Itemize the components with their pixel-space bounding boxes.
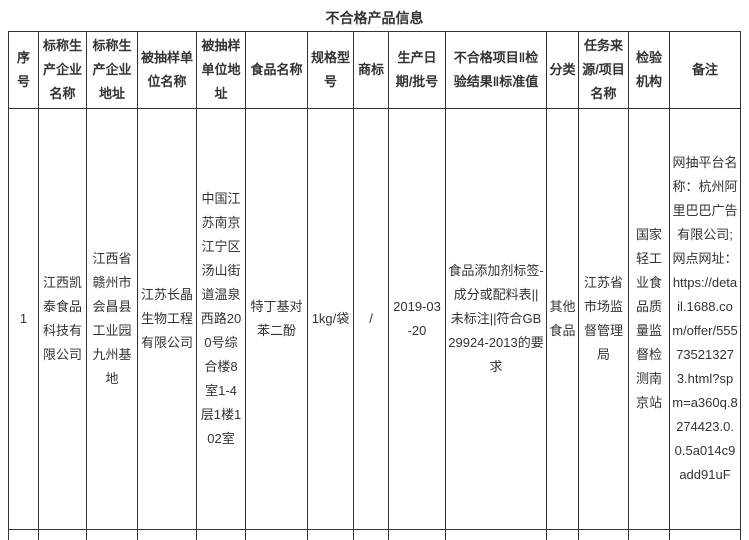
cell-empty xyxy=(388,529,446,540)
page-title: 不合格产品信息 xyxy=(325,10,424,26)
cell-empty xyxy=(86,529,138,540)
cell-nonconforming-item: 食品添加剂标签-成分或配料表||未标注||符合GB29924-2013的要求 xyxy=(445,108,547,530)
header-inspection-agency: 检验机构 xyxy=(628,31,670,109)
cell-empty xyxy=(307,529,354,540)
table-row-partial xyxy=(8,529,741,540)
cell-empty xyxy=(353,529,389,540)
header-nonconforming-item: 不合格项目‖检验结果‖标准值 xyxy=(445,31,547,109)
header-manufacturer-address: 标称生产企业地址 xyxy=(86,31,138,109)
table-header-row: 序号 标称生产企业名称 标称生产企业地址 被抽样单位名称 被抽样单位地址 食品名… xyxy=(8,31,741,109)
cell-empty xyxy=(578,529,629,540)
cell-remarks: 网抽平台名称：杭州阿里巴巴广告有限公司; 网点网址：https://detail… xyxy=(669,108,741,530)
cell-production-date: 2019-03-20 xyxy=(388,108,446,530)
header-category: 分类 xyxy=(546,31,579,109)
cell-empty xyxy=(546,529,579,540)
header-brand: 商标 xyxy=(353,31,389,109)
cell-empty xyxy=(445,529,547,540)
cell-brand: / xyxy=(353,108,389,530)
cell-spec-model: 1kg/袋 xyxy=(307,108,354,530)
nonconforming-products-table: 序号 标称生产企业名称 标称生产企业地址 被抽样单位名称 被抽样单位地址 食品名… xyxy=(8,31,741,540)
header-manufacturer-name: 标称生产企业名称 xyxy=(38,31,87,109)
table-row: 1 江西凯泰食品科技有限公司 江西省赣州市会昌县工业园九州基地 江苏长晶生物工程… xyxy=(8,108,741,530)
cell-food-name: 特丁基对苯二酚 xyxy=(245,108,308,530)
header-sampled-unit-address: 被抽样单位地址 xyxy=(196,31,246,109)
cell-sampled-unit-address: 中国江苏南京江宁区汤山街道温泉西路200号综合楼8室1-4层1楼102室 xyxy=(196,108,246,530)
cell-manufacturer-name: 江西凯泰食品科技有限公司 xyxy=(38,108,87,530)
cell-empty xyxy=(245,529,308,540)
cell-category: 其他食品 xyxy=(546,108,579,530)
cell-empty xyxy=(196,529,246,540)
header-production-date: 生产日期/批号 xyxy=(388,31,446,109)
cell-sampled-unit-name: 江苏长晶生物工程有限公司 xyxy=(137,108,197,530)
header-remarks: 备注 xyxy=(669,31,741,109)
header-task-source: 任务来源/项目名称 xyxy=(578,31,629,109)
cell-empty xyxy=(669,529,741,540)
cell-empty xyxy=(137,529,197,540)
cell-task-source: 江苏省市场监督管理局 xyxy=(578,108,629,530)
cell-inspection-agency: 国家轻工业食品质量监督检测南京站 xyxy=(628,108,670,530)
cell-seq: 1 xyxy=(8,108,39,530)
cell-manufacturer-address: 江西省赣州市会昌县工业园九州基地 xyxy=(86,108,138,530)
header-sampled-unit-name: 被抽样单位名称 xyxy=(137,31,197,109)
cell-empty xyxy=(8,529,39,540)
header-seq: 序号 xyxy=(8,31,39,109)
header-food-name: 食品名称 xyxy=(245,31,308,109)
header-spec-model: 规格型号 xyxy=(307,31,354,109)
cell-empty xyxy=(628,529,670,540)
cell-empty xyxy=(38,529,87,540)
